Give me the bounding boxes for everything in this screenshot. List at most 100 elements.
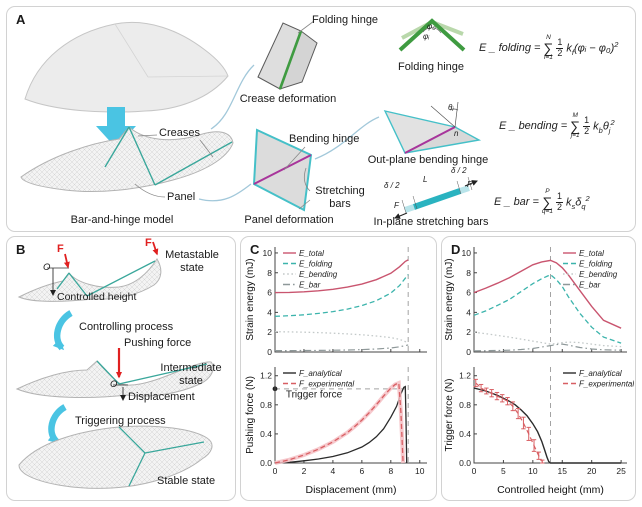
legend-label-F_experimental: F_experimental [579,379,634,388]
y-tick-label: 8 [267,268,272,278]
y-tick-label: 6 [267,288,272,298]
x-axis-label: Displacement (mm) [305,484,396,496]
folding-hinge-caption: Folding hinge [397,61,465,73]
x-tick-label: 15 [558,466,568,476]
x-tick-label: 20 [587,466,597,476]
stretching-bars-label: Stretching bars [315,185,365,210]
force-right-label: F [467,180,472,189]
series-E_total [473,259,622,329]
legend-label-F_analytical: F_analytical [579,369,622,378]
trigger-force-vs-controlled-height-svg: 0.0 0.4 0.8 1.2 0 5 10 15 20 25 Trigger force (N) C… [444,367,634,496]
connector-curves [198,64,380,202]
series-E_bar [275,344,409,352]
controlling-process-label: Controlling process [79,321,174,333]
intermediate-state-label: Intermediate state [160,362,222,387]
bending-hinge-line [253,154,312,185]
phii-label: φᵢ [423,32,430,41]
force-label-1: F [57,243,64,255]
panel-b-graphics [15,241,214,489]
legend-label-F_experimental: F_experimental [299,379,354,388]
x-tick-label: 2 [302,466,307,476]
y-tick-label: 0.4 [260,429,272,439]
pushing-force-chart: Trigger force 0.0 0.4 0.8 1.2 0 2 4 6 8 10 Pushing … [244,362,434,499]
folding-hinge-pointer-label: Folding hinge [312,14,379,26]
y-tick-label: 2 [466,327,471,337]
transform-arrow-icon [96,107,136,148]
normal-label: n [454,129,459,138]
force-label-2: F [145,237,152,249]
panel-a-graphics [20,18,482,219]
series-E_total [274,259,409,294]
legend-label-F_analytical: F_analytical [299,369,342,378]
strain-energy-vs-displacement-svg: 0 2 4 6 8 10 Strain energy (mJ) E_totalE_foldin… [245,247,427,357]
panel-b: B [6,236,236,501]
triggering-arrow-icon [47,404,67,445]
metastable-state-illustration [17,241,162,302]
legend-label-E_bending: E_bending [299,270,338,279]
legend-label-E_total: E_total [299,249,324,258]
legend-label-E_bar: E_bar [579,280,601,289]
origin-label-2: O [110,379,118,390]
controlling-arrow-icon [52,310,73,351]
metastable-state-label: Metastable state [165,249,219,274]
stretching-bars-icon [394,176,478,219]
outplane-caption: Out-plane bending hinge [367,154,489,166]
x-tick-label: 5 [501,466,506,476]
x-tick-label: 25 [616,466,626,476]
panel-b-label: B [16,242,26,257]
x-tick-label: 0 [273,466,278,476]
crease-deformation-caption: Crease deformation [239,93,337,105]
y-axis-label: Strain energy (mJ) [245,258,256,340]
legend-label-E_folding: E_folding [579,259,613,268]
panel-deformation-illustration [252,128,313,212]
y-tick-label: 8 [466,268,471,278]
x-tick-label: 8 [388,466,393,476]
pointer-lines [134,134,214,198]
outplane-bending-hinge-icon [383,101,482,154]
y-tick-label: 0.8 [260,400,272,410]
creases-label: Creases [159,127,200,139]
panel-label: Panel [167,191,196,203]
y-tick-label: 2 [267,327,272,337]
series-E_bending [274,331,409,344]
theta-label: θⱼ [448,103,454,112]
y-tick-label: 6 [466,288,471,298]
pushing-force-vs-displacement-svg: Trigger force 0.0 0.4 0.8 1.2 0 2 4 6 8 10 Pushing … [245,367,427,496]
strain-energy-vs-controlled-height-svg: 0 2 4 6 8 10 Strain energy (mJ) E_totalE_foldin… [444,247,627,357]
y-tick-label: 0.8 [459,400,471,410]
pushing-force-label: Pushing force [124,337,192,349]
delta-left-label: δ / 2 [384,181,400,190]
series-F_experimental [475,382,543,462]
panel-deformation-caption: Panel deformation [244,214,334,226]
y-tick-label: 0 [466,347,471,357]
y-tick-label: 0.0 [459,458,471,468]
intermediate-state-illustration [15,348,214,401]
bar-and-hinge-model-illustration [20,126,234,193]
force-left-label: F [394,201,399,210]
crease-deformation-illustration [257,20,318,90]
series-E_bending [473,331,622,348]
phi0-label: φ₀ [427,22,436,31]
y-tick-label: 1.2 [459,371,471,381]
y-tick-label: 1.2 [260,371,272,381]
legend-label-E_bending: E_bending [579,270,618,279]
x-axis-label: Controlled height (mm) [497,484,604,496]
y-tick-label: 0.4 [459,429,471,439]
x-tick-label: 4 [331,466,336,476]
inplane-caption: In-plane stretching bars [373,216,489,228]
y-tick-label: 4 [466,307,471,317]
x-tick-label: 0 [472,466,477,476]
panel-a-label: A [16,12,26,27]
panel-c-label: C [250,242,260,257]
panel-d-label: D [451,242,461,257]
panel-c: C 0 2 4 6 8 10 Strain energy (mJ) E_total E_fold… [240,236,437,501]
x-tick-label: 10 [415,466,425,476]
y-axis-label: Strain energy (mJ) [444,258,455,340]
panel-d: D 0 2 4 6 8 10 Strain energy (mJ) E_total E_fold… [441,236,636,501]
panel-a: A [6,6,636,232]
x-tick-label: 6 [359,466,364,476]
y-tick-label: 10 [462,248,472,258]
